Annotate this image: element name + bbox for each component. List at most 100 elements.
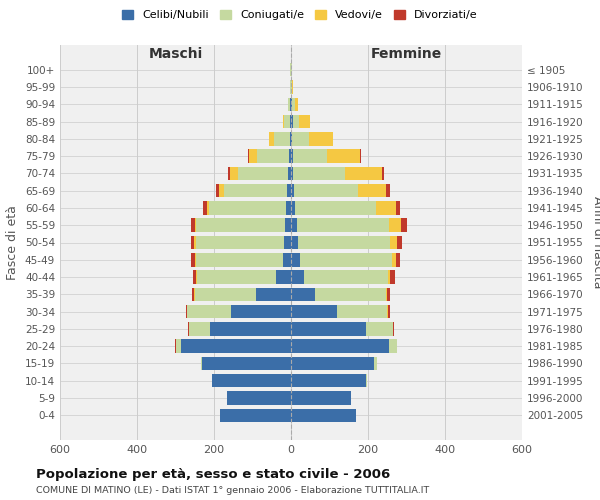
Bar [219,184,224,198]
Bar [284,236,291,249]
Bar [291,184,294,198]
Bar [294,184,358,198]
Bar [228,166,230,180]
Bar [396,253,400,266]
Bar [291,98,292,111]
Bar [393,322,394,336]
Bar [291,132,292,145]
Bar [387,288,390,301]
Bar [238,166,288,180]
Bar [181,340,291,353]
Bar [286,201,291,214]
Bar [291,166,293,180]
Text: Popolazione per età, sesso e stato civile - 2006: Popolazione per età, sesso e stato civil… [36,468,390,481]
Bar [284,115,290,128]
Bar [275,270,291,284]
Bar [291,340,389,353]
Bar [388,270,391,284]
Bar [290,132,291,145]
Bar [291,322,366,336]
Y-axis label: Anni di nascita: Anni di nascita [590,196,600,289]
Bar [291,270,304,284]
Bar [291,356,374,370]
Bar [291,392,350,405]
Bar [291,408,356,422]
Bar [230,166,238,180]
Bar [388,305,389,318]
Y-axis label: Fasce di età: Fasce di età [7,205,19,280]
Bar [227,392,291,405]
Bar [257,150,289,163]
Bar [391,236,397,249]
Bar [249,150,257,163]
Bar [291,236,298,249]
Bar [293,115,299,128]
Bar [188,322,189,336]
Bar [295,201,376,214]
Bar [295,98,298,111]
Bar [360,150,361,163]
Bar [291,305,337,318]
Bar [195,288,256,301]
Bar [299,115,310,128]
Bar [191,218,195,232]
Bar [337,305,387,318]
Bar [392,253,396,266]
Bar [191,253,195,266]
Bar [193,288,194,301]
Bar [256,288,291,301]
Bar [386,288,387,301]
Bar [187,305,232,318]
Bar [196,236,284,249]
Bar [297,218,389,232]
Bar [289,150,291,163]
Bar [193,270,196,284]
Bar [304,270,388,284]
Bar [291,218,297,232]
Bar [283,115,284,128]
Text: Femmine: Femmine [371,47,442,61]
Bar [206,201,209,214]
Bar [283,253,291,266]
Bar [196,218,285,232]
Bar [194,236,196,249]
Bar [292,132,310,145]
Bar [391,270,395,284]
Bar [389,218,401,232]
Text: COMUNE DI MATINO (LE) - Dati ISTAT 1° gennaio 2006 - Elaborazione TUTTITALIA.IT: COMUNE DI MATINO (LE) - Dati ISTAT 1° ge… [36,486,429,495]
Bar [382,166,384,180]
Bar [209,201,286,214]
Bar [248,150,249,163]
Bar [232,305,291,318]
Bar [287,184,291,198]
Bar [269,132,274,145]
Bar [285,218,291,232]
Bar [401,218,407,232]
Bar [327,150,360,163]
Bar [200,356,202,370]
Legend: Celibi/Nubili, Coniugati/e, Vedovi/e, Divorziati/e: Celibi/Nubili, Coniugati/e, Vedovi/e, Di… [118,6,482,25]
Bar [291,150,293,163]
Bar [287,98,289,111]
Bar [366,322,393,336]
Bar [345,166,382,180]
Bar [397,236,402,249]
Bar [293,166,345,180]
Bar [210,322,291,336]
Bar [203,201,206,214]
Bar [366,374,367,388]
Bar [291,115,293,128]
Bar [191,236,194,249]
Bar [386,184,389,198]
Bar [220,408,291,422]
Bar [212,374,291,388]
Bar [175,340,181,353]
Bar [291,374,366,388]
Bar [186,305,187,318]
Bar [196,253,283,266]
Bar [374,356,377,370]
Bar [189,322,210,336]
Bar [292,80,293,94]
Bar [202,356,291,370]
Bar [291,201,295,214]
